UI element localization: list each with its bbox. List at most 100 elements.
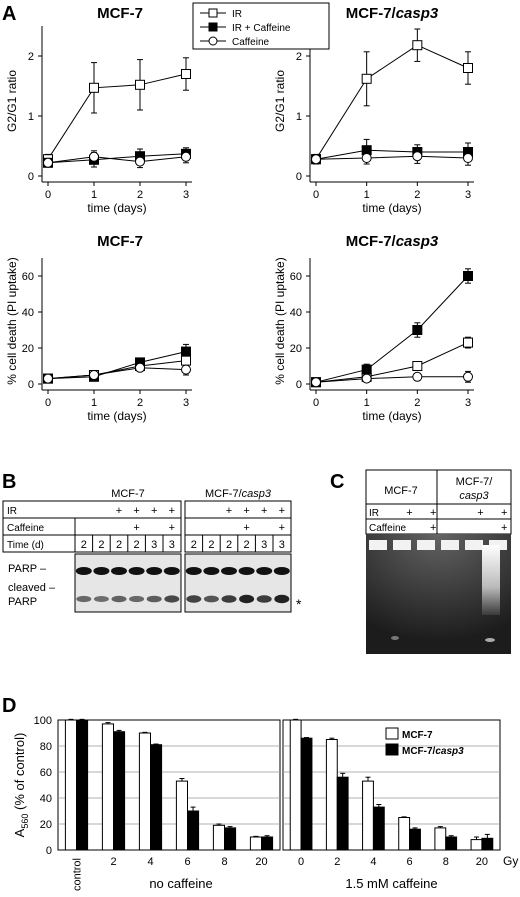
- cleaved-parp-band: [111, 595, 127, 603]
- x-tick-label: 8: [221, 856, 227, 868]
- legend-label: MCF-7: [402, 730, 433, 741]
- x-tick-label: 8: [443, 856, 449, 868]
- x-tick-label: 1: [364, 189, 370, 201]
- bar-mcf7: [212, 824, 225, 851]
- y-tick-label: 40: [22, 307, 34, 319]
- cleaved-parp-band: [186, 595, 202, 603]
- x-axis-label: time (days): [87, 201, 146, 215]
- data-point-open-circle: [361, 153, 372, 163]
- blot-time-marker: 2: [116, 539, 122, 551]
- bar-casp3: [261, 836, 274, 851]
- bar-casp3: [224, 827, 237, 851]
- x-tick-label: 0: [298, 856, 304, 868]
- gel-lane-markers: + + + + + +: [406, 507, 507, 534]
- data-point-open-square: [463, 63, 473, 73]
- data-point-filled-square: [181, 346, 191, 357]
- blot-image-mcf7: [74, 553, 182, 613]
- data-point-open-square: [89, 82, 99, 93]
- blot-ir-marker: +: [243, 505, 249, 517]
- cell-death-casp3-chart: MCF-7/casp3 0 20 40 60 0 1 2 3 time (days) % cell …: [273, 233, 474, 423]
- bar-mcf7: [64, 719, 78, 851]
- panel-letter-a: A: [2, 3, 16, 25]
- data-point-open-square: [361, 73, 372, 84]
- panel-letter-d: D: [2, 695, 16, 717]
- blot-ir-marker: +: [116, 505, 122, 517]
- data-point-open-circle: [89, 151, 99, 162]
- bar-casp3: [187, 810, 200, 851]
- unit-label: Gy: [503, 854, 518, 868]
- blot-time-marker: 2: [81, 539, 87, 551]
- blot-ir-marker: +: [226, 505, 232, 517]
- x-tick-label: 2: [110, 856, 116, 868]
- blot-time-marker: 2: [134, 539, 140, 551]
- x-tick-label: 3: [465, 397, 471, 409]
- x-tick-label: 2: [414, 397, 420, 409]
- x-tick-label: 0: [313, 189, 319, 201]
- y-tick-label: 60: [40, 767, 52, 779]
- parp-band: [163, 567, 180, 575]
- blot-time-marker: 3: [151, 539, 157, 551]
- bar-casp3: [481, 837, 494, 851]
- gel-faint-band: [485, 638, 495, 642]
- blot-row-label-ir: IR: [7, 506, 17, 517]
- x-tick-label: 3: [183, 189, 189, 201]
- data-point-open-circle: [311, 154, 321, 165]
- y-tick-label: 0: [296, 171, 302, 183]
- series-line-open-square: [315, 342, 469, 383]
- x-tick-label: 1: [91, 397, 97, 409]
- bar-mcf7: [101, 723, 115, 851]
- bar-mcf7: [434, 827, 447, 851]
- gel-bands: [369, 540, 507, 642]
- cleaved-parp-band: [164, 595, 180, 603]
- gel-well-band: [369, 540, 387, 550]
- blot-time-marker: 3: [169, 539, 175, 551]
- bar-group-frame: [282, 719, 501, 851]
- band-label-parp: PARP –: [8, 563, 47, 575]
- parp-band: [128, 567, 145, 575]
- bar-mcf7: [470, 839, 483, 851]
- gel-row-label-ir: IR: [369, 508, 379, 519]
- bar-casp3: [76, 719, 89, 851]
- data-point-open-circle: [412, 371, 423, 382]
- data-point-open-square: [412, 40, 423, 51]
- data-point-open-square: [135, 79, 145, 90]
- gel-lane-marker: +: [430, 522, 436, 534]
- data-point-open-square: [463, 337, 473, 348]
- y-tick-label: 2: [296, 51, 302, 63]
- x-tick-label: 3: [465, 189, 471, 201]
- parp-band: [203, 567, 220, 575]
- parp-band: [146, 567, 163, 575]
- bar-casp3: [300, 737, 313, 851]
- parp-band: [75, 567, 92, 575]
- x-tick-label: 0: [313, 397, 319, 409]
- parp-band: [238, 567, 255, 575]
- cleaved-parp-band: [203, 595, 219, 603]
- x-tick-label: 0: [45, 397, 51, 409]
- gel-title-casp3-1: MCF-7/: [456, 476, 494, 488]
- blot-ir-marker: +: [133, 505, 139, 517]
- band-asterisk: *: [296, 596, 302, 612]
- data-point-filled-square: [463, 271, 473, 281]
- legend-panel-a: IR IR + Caffeine Caffeine: [192, 2, 330, 50]
- parp-band: [273, 567, 290, 575]
- chart-title: MCF-7: [97, 233, 143, 250]
- blot-title-casp3: MCF-7/casp3: [205, 488, 272, 500]
- blot-ir-marker: +: [279, 505, 285, 517]
- gel-title-mcf7: MCF-7: [384, 485, 418, 497]
- series-line-open-circle: [47, 367, 187, 380]
- blot-image-casp3: [184, 553, 292, 613]
- y-axis-label: % cell death (PI uptake): [5, 257, 19, 384]
- data-point-open-circle: [311, 377, 321, 388]
- data-point-open-square: [181, 69, 191, 79]
- gel-well-band: [441, 540, 459, 550]
- legend-label-ir-caffeine: IR + Caffeine: [232, 23, 291, 34]
- gel-lane-marker: +: [501, 507, 507, 519]
- cleaved-parp-band: [129, 595, 145, 603]
- chart-title: MCF-7/casp3: [346, 233, 439, 250]
- data-point-open-circle: [43, 157, 53, 168]
- gel-lane-marker: +: [430, 507, 436, 519]
- y-tick-label: 60: [290, 271, 302, 283]
- x-tick-label: 20: [476, 856, 488, 868]
- y-tick-label: 0: [296, 379, 302, 391]
